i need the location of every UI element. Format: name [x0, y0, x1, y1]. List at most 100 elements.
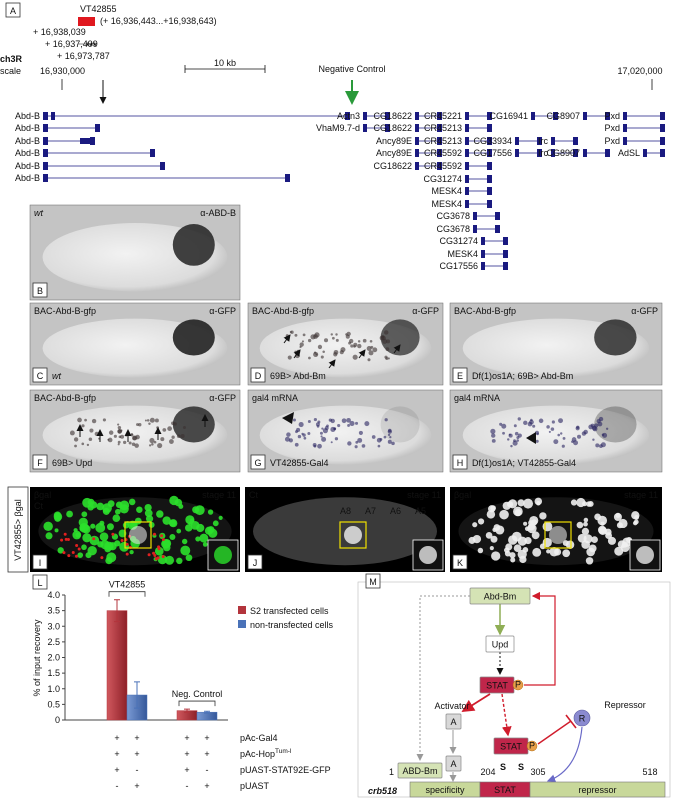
- stain-spot: [591, 536, 598, 543]
- site-label: S: [518, 762, 524, 772]
- stain-spot: [551, 420, 555, 424]
- stain-spot: [71, 550, 75, 554]
- right-coordinate: 17,020,000: [617, 66, 662, 76]
- stain-spot: [43, 521, 53, 532]
- stain-spot: [615, 512, 621, 518]
- gene-label: CR45213: [424, 136, 462, 146]
- condition-label: 69B> Upd: [52, 458, 92, 468]
- stain-spot: [538, 418, 544, 424]
- segment-label: A7: [365, 506, 376, 516]
- legend-swatch: [238, 606, 246, 614]
- panel-letter-box: [365, 573, 381, 589]
- stain-spot: [169, 534, 176, 541]
- embryo-head: [172, 319, 215, 356]
- stain-spot: [284, 436, 290, 442]
- stain-spot: [290, 330, 294, 334]
- pointer-arrowhead: [526, 432, 536, 444]
- stain-spot: [161, 539, 171, 549]
- condition-sup: Tum-l: [275, 748, 292, 755]
- stain-spot: [565, 540, 575, 549]
- stat-node: STAT: [500, 742, 522, 752]
- stain-spot: [294, 350, 297, 353]
- pointer-arrow: [293, 349, 301, 359]
- stain-spot: [352, 354, 358, 360]
- gene-exon: [553, 112, 558, 120]
- stain-spot: [558, 418, 563, 424]
- stain-spot: [550, 427, 555, 431]
- y-tick-label: 0.5: [47, 699, 60, 709]
- pointer-arrowhead: [282, 412, 294, 424]
- stain-spot: [92, 537, 96, 541]
- gene-exon: [537, 137, 542, 145]
- stain-spot: [371, 435, 376, 439]
- arrow: [524, 591, 556, 686]
- gene-exon: [481, 262, 485, 270]
- repressor-node: [573, 709, 591, 727]
- gene-exon: [473, 212, 477, 220]
- stain-spot: [138, 423, 142, 427]
- stain-spot: [148, 444, 152, 447]
- panel-letter-box: [452, 367, 468, 383]
- gene-label: CG31274: [439, 236, 478, 246]
- stain-spot: [310, 334, 316, 340]
- gene-exon: [623, 124, 627, 132]
- stain-spot: [146, 419, 150, 422]
- stain-spot: [315, 353, 318, 356]
- stain-spot: [117, 443, 120, 446]
- stain-spot: [81, 511, 88, 518]
- stain-spot: [499, 422, 503, 426]
- genotype-label: BAC-Abd-B-gfp: [34, 393, 96, 403]
- scale-bar-label: 10 kb: [214, 58, 236, 68]
- embryo-head: [380, 319, 420, 356]
- stain-spot: [536, 501, 541, 506]
- gene-label: CG17556: [439, 261, 478, 271]
- stain-spot: [586, 501, 592, 507]
- gene-exon: [643, 149, 647, 157]
- stain-spot: [160, 437, 165, 442]
- channel-label: βgal: [454, 490, 471, 500]
- gene-exon: [487, 162, 492, 170]
- pointer-arrow: [328, 359, 336, 369]
- panel-letter-box: [32, 574, 48, 590]
- stain-spot: [577, 434, 582, 439]
- stain-spot: [588, 544, 597, 553]
- stain-spot: [337, 423, 341, 428]
- stain-spot: [162, 428, 167, 432]
- zoom-box: [544, 521, 572, 549]
- stain-spot: [66, 537, 70, 541]
- scale-label: scale: [0, 66, 21, 76]
- stain-spot: [301, 432, 304, 436]
- gene-exon: [160, 162, 165, 170]
- stain-spot: [134, 443, 139, 448]
- embryo-head: [594, 319, 637, 356]
- stain-spot: [156, 556, 160, 560]
- condition-mark: +: [204, 749, 209, 759]
- stain-spot: [340, 347, 346, 353]
- embryo-head: [172, 224, 215, 266]
- condition-mark: +: [184, 765, 189, 775]
- stain-spot: [91, 418, 97, 424]
- gene-label: CR45213: [424, 123, 462, 133]
- stain-spot: [212, 520, 219, 527]
- stain-spot: [297, 434, 302, 439]
- condition-mark: -: [206, 765, 209, 775]
- stain-spot: [509, 552, 516, 559]
- stain-spot: [592, 438, 595, 441]
- stain-spot: [576, 521, 584, 529]
- stain-spot: [176, 557, 183, 565]
- stain-spot: [64, 537, 68, 541]
- stain-spot: [510, 444, 513, 448]
- gene-label: Abd-B: [15, 161, 40, 171]
- condition-mark: -: [116, 781, 119, 791]
- stain-spot: [634, 515, 639, 520]
- stain-spot: [330, 441, 333, 444]
- element-box: [78, 17, 95, 26]
- stain-spot: [156, 510, 164, 518]
- stain-spot: [477, 518, 485, 525]
- gene-exon: [43, 124, 48, 132]
- stain-spot: [594, 513, 601, 521]
- arrow: [416, 595, 470, 761]
- stain-spot: [313, 351, 317, 354]
- stain-spot: [307, 338, 312, 343]
- stain-spot: [108, 430, 114, 435]
